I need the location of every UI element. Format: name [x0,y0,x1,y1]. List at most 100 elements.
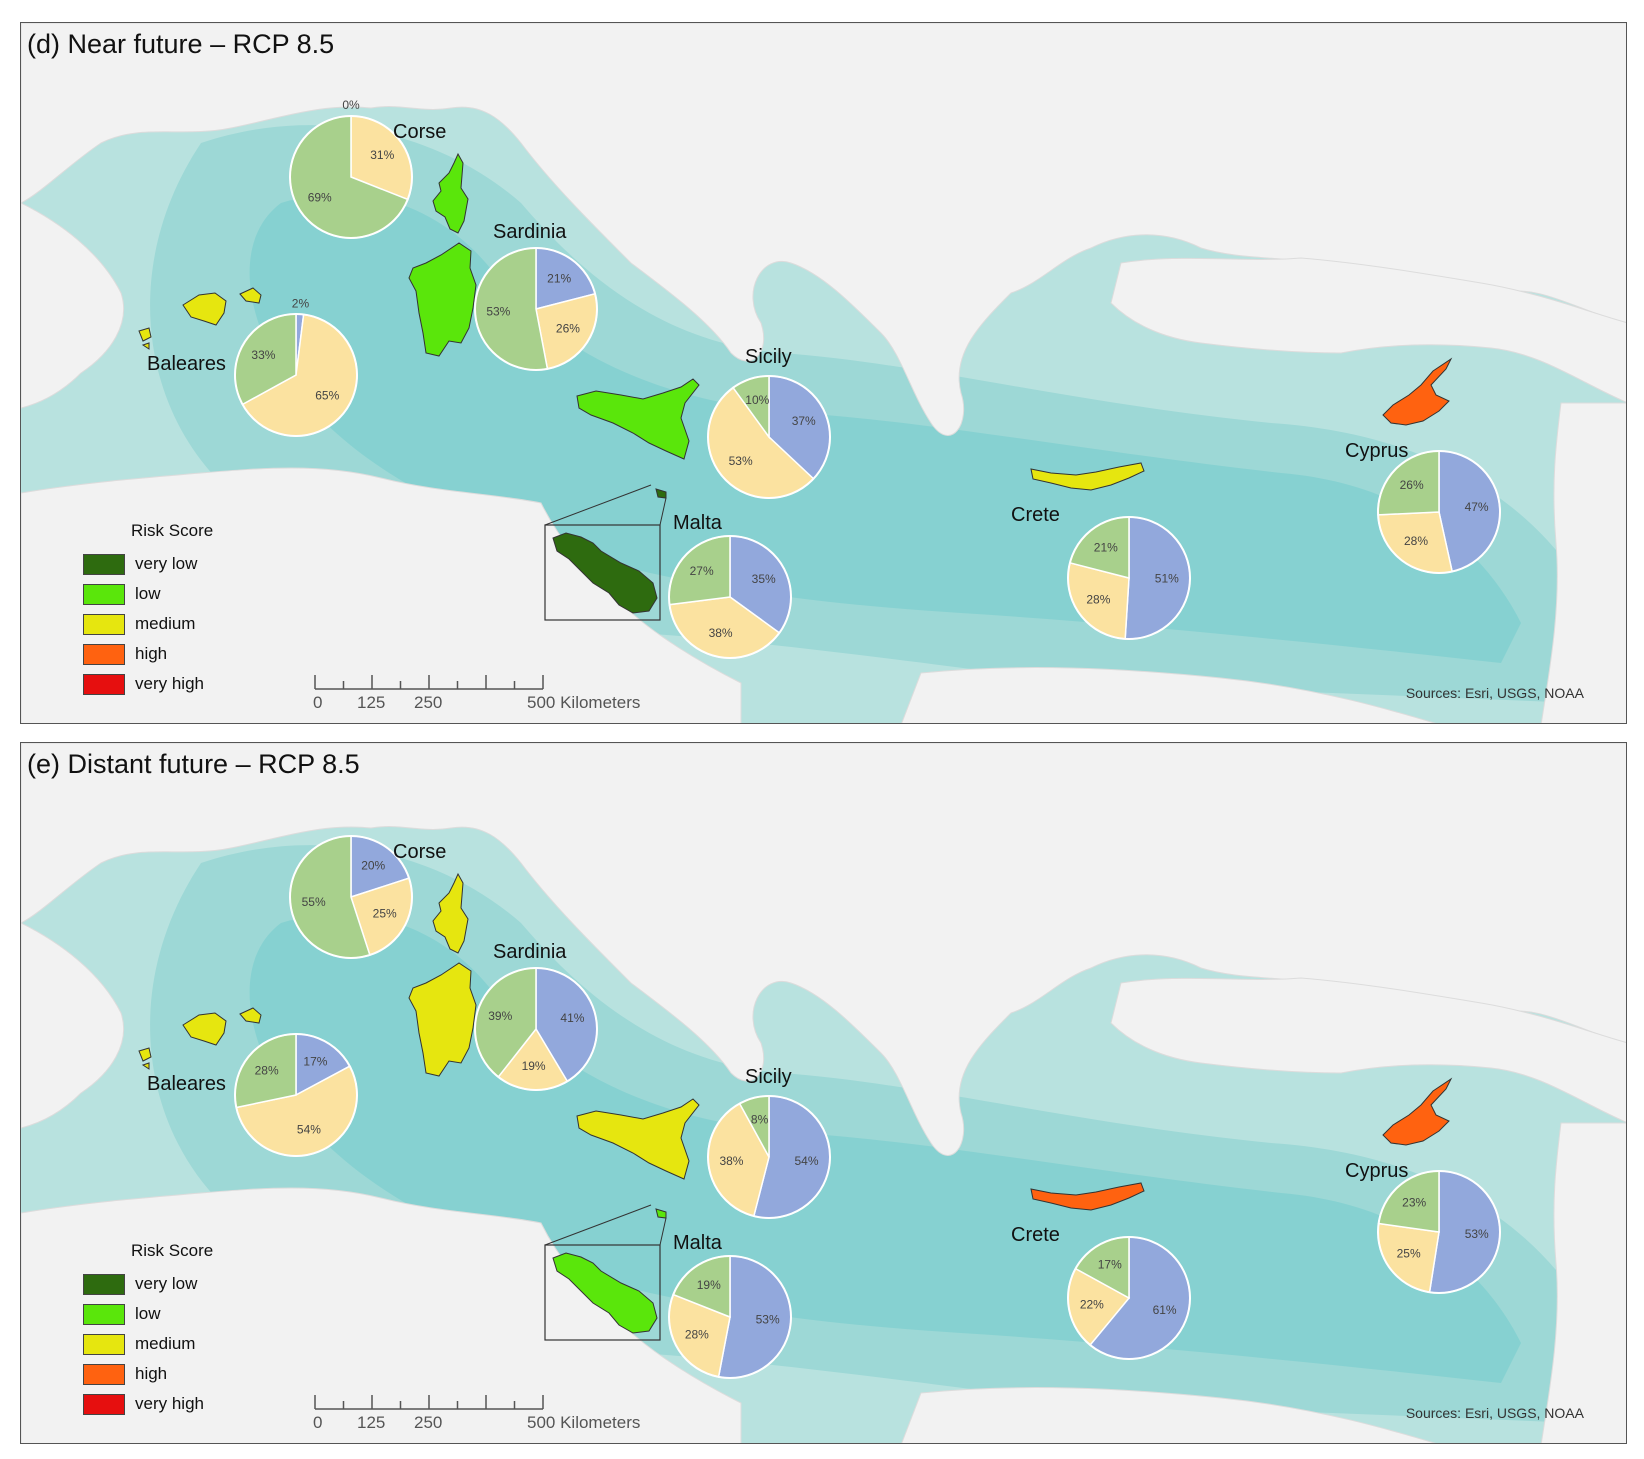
sardinia-pie-label-yellow: 26% [556,321,580,335]
sicily-pie-label-blue: 54% [795,1154,819,1168]
baleares-pie-label-yellow: 65% [315,388,339,402]
baleares-pie-label-blue: 17% [303,1055,327,1069]
europe-land [21,23,1626,436]
island-label-sardinia: Sardinia [493,941,567,963]
crete-pie-label-yellow: 28% [1086,592,1110,606]
baleares-pie-outline [234,313,358,437]
malta-pie-chart: 35% 38% 27% [668,535,792,659]
island-label-cyprus: Cyprus [1345,1160,1409,1182]
scale-bar-graphic [314,1395,544,1410]
cyprus-pie-label-blue: 47% [1465,500,1489,514]
baleares-pie-label-green: 33% [251,348,275,362]
island-crete [1030,462,1145,491]
legend-swatch [83,673,125,695]
sicily-pie-label-yellow: 53% [729,454,753,468]
cyprus-pie-chart: 53% 25% 23% [1377,1170,1501,1294]
legend-item: high [83,639,213,669]
cyprus-pie-chart: 47% 28% 26% [1377,450,1501,574]
legend: Risk Score very low low medium high very hig… [83,1241,213,1419]
sources-credit: Sources: Esri, USGS, NOAA [1405,1405,1584,1421]
island-crete [1030,1182,1145,1211]
legend-item: low [83,579,213,609]
crete-pie-outline [1067,1236,1191,1360]
cyprus-pie-outline [1377,1170,1501,1294]
corse-pie-label-yellow: 31% [370,148,394,162]
anatolia-land [1110,257,1626,403]
island-cyprus [1382,1077,1453,1146]
levant-land [1540,402,1626,723]
corse-pie-chart: 0% 31% 69% [289,98,413,239]
malta-pie-label-yellow: 28% [685,1327,709,1341]
scale-label: 500 Kilometers [527,1413,641,1432]
malta-pie-label-blue: 53% [756,1313,780,1327]
malta-inset-box [544,524,661,621]
island-label-malta: Malta [673,1232,722,1254]
cyprus-pie-label-yellow: 25% [1397,1247,1421,1261]
sicily-pie-chart: 37% 53% 10% [707,375,831,499]
map-panel-near-future: 0% 31% 69% 21% 26% 53% 2% 65% 33% 37% 53% 10% 35% 38%… [20,22,1627,724]
legend-title: Risk Score [131,521,214,540]
sicily-pie-label-blue: 37% [792,414,816,428]
malta-pie-chart: 53% 28% 19% [668,1255,792,1379]
island-label-cyprus: Cyprus [1345,440,1409,462]
baleares-pie-chart: 2% 65% 33% [234,296,358,437]
sicily-pie-outline [707,1095,831,1219]
legend-swatch [83,643,125,665]
corse-pie-outline [289,115,413,239]
scale-label: 0 [313,1413,323,1432]
legend-label: very high [135,1394,204,1413]
island-sardinia [408,962,477,1077]
legend: Risk Score very low low medium high very hig… [83,521,213,699]
legend-swatch [83,1363,125,1385]
iberia-land [21,202,125,409]
legend-swatch [83,1393,125,1415]
legend-item: high [83,1359,213,1389]
legend-item: very low [83,549,213,579]
malta-pie-outline [668,535,792,659]
scale-label: 125 [357,1413,386,1432]
corse-pie-label-yellow: 25% [373,906,397,920]
sardinia-pie-label-blue: 21% [547,271,571,285]
legend-swatch [83,1273,125,1295]
map-background: 20% 25% 55% 41% 19% 39% 17% 54% 28% 54% 38% 8% 53% 28… [21,743,1626,1443]
map-panel-distant-future: 20% 25% 55% 41% 19% 39% 17% 54% 28% 54% 38% 8% 53% 28… [20,742,1627,1444]
legend-item: very high [83,1389,213,1419]
baleares-pie-outline [234,1033,358,1157]
scale-bar: 0 125 250 500 Kilometers [313,671,640,715]
baleares-pie-label-blue: 2% [292,296,310,310]
libya-egypt-land [901,667,1437,723]
crete-pie-label-yellow: 22% [1080,1297,1104,1311]
scale-label: 500 Kilometers [527,693,641,712]
malta-inset-leader [659,1217,667,1246]
legend-item: low [83,1299,213,1329]
crete-pie-chart: 51% 28% 21% [1067,516,1191,640]
sardinia-pie-chart: 41% 19% 39% [474,967,598,1091]
legend-label: medium [135,614,196,633]
malta-inset-island [552,1252,658,1334]
island-label-sardinia: Sardinia [493,221,567,243]
europe-land [21,743,1626,1156]
sardinia-pie-label-green: 53% [486,305,510,319]
legend-label: high [135,644,168,663]
legend-item: very high [83,669,213,699]
cyprus-pie-label-green: 23% [1402,1196,1426,1210]
sicily-pie-outline [707,375,831,499]
corse-pie-label-blue: 20% [361,859,385,873]
legend-item: medium [83,609,213,639]
legend-item: medium [83,1329,213,1359]
north-africa-land [21,1187,742,1443]
sicily-pie-label-yellow: 38% [719,1154,743,1168]
sources-credit: Sources: Esri, USGS, NOAA [1405,685,1584,701]
sicily-pie-label-green: 8% [751,1113,769,1127]
scale-bar: 0 125 250 500 Kilometers [313,1391,640,1435]
scale-bar-graphic [314,675,544,690]
cyprus-pie-label-yellow: 28% [1404,534,1428,548]
anatolia-land [1110,977,1626,1123]
crete-pie-label-blue: 61% [1153,1303,1177,1317]
legend-label: very low [135,554,198,573]
island-label-sicily: Sicily [745,1066,792,1088]
island-sicily [576,1098,700,1180]
iberia-land [21,922,125,1129]
sardinia-pie-chart: 21% 26% 53% [474,247,598,371]
legend-item: very low [83,1269,213,1299]
